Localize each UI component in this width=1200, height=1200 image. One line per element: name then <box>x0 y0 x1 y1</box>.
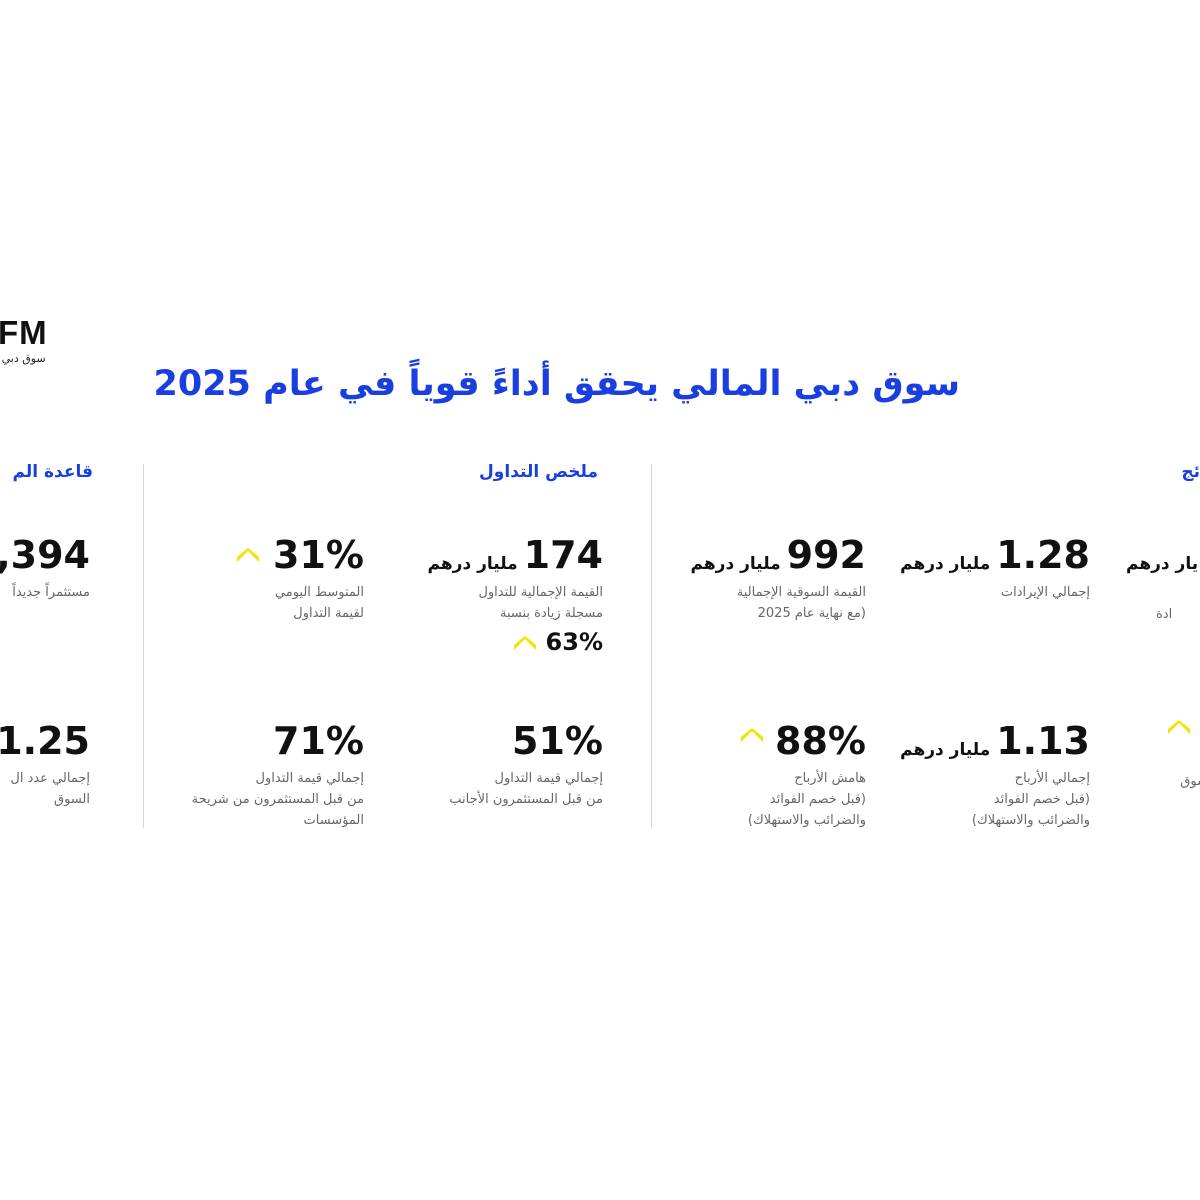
metric-institutions-share: 71% إجمالي قيمة التداول من قبل المستثمرو… <box>192 722 364 831</box>
metric-unit: مليار درهم <box>690 554 781 574</box>
metric-desc: ادة <box>1156 607 1173 622</box>
up-chevron-icon <box>1168 719 1190 734</box>
metric-desc: إجمالي الإيرادات <box>1000 585 1090 600</box>
up-chevron-icon <box>741 728 764 742</box>
metric-total-profit: 1.13 مليار درهم إجمالي الأرباح (قبل خصم … <box>900 722 1090 831</box>
metric-value: 51% <box>512 719 603 763</box>
metric-right-cut: يار درهم ادة <box>1126 554 1200 625</box>
divider-right <box>651 464 652 828</box>
logo-text: FM <box>0 314 48 351</box>
metric-value: 1.13 <box>996 719 1090 763</box>
logo: FM سوق دبي ال <box>0 314 48 365</box>
metric-value: 1.28 <box>996 533 1090 577</box>
up-chevron-icon <box>237 548 260 562</box>
metric-market-cap: 992 مليار درهم القيمة السوقية الإجمالية … <box>691 536 866 624</box>
metric-desc: إجمالي عدد ال السوق <box>10 771 90 807</box>
metric-value: 7,394 <box>0 533 90 577</box>
metric-new-investors: 7,394 مستثمراً جديداً <box>0 536 90 603</box>
metric-value: 88% <box>775 719 866 763</box>
section-title-investor-base: قاعدة الم <box>12 462 93 482</box>
metric-desc: القيمة السوقية الإجمالية (مع نهاية عام 2… <box>736 585 866 621</box>
metric-daily-average: 31% المتوسط اليومي لقيمة التداول <box>237 536 364 624</box>
up-chevron-icon <box>513 636 536 650</box>
divider-left <box>143 464 144 828</box>
metric-value: 71% <box>273 719 364 763</box>
metric-unit: مليار درهم <box>900 740 991 760</box>
metric-desc: القيمة الإجمالية للتداول مسجلة زيادة بنس… <box>478 585 603 621</box>
metric-total-trade-value: 174 مليار درهم القيمة الإجمالية للتداول … <box>428 536 603 654</box>
metric-desc: المتوسط اليومي لقيمة التداول <box>274 585 364 621</box>
metric-unit: مليار درهم <box>900 554 991 574</box>
metric-value: 1.25 <box>0 719 90 763</box>
metric-right-cut-2: سوق <box>1168 716 1200 792</box>
metric-value: 31% <box>273 533 364 577</box>
metric-desc: مستثمراً جديداً <box>12 585 90 600</box>
metric-desc: هامش الأرباح (قبل خصم الفوائد والضرائب و… <box>747 771 866 828</box>
metric-desc: سوق <box>1180 774 1200 789</box>
metric-foreign-share: 51% إجمالي قيمة التداول من قبل المستثمرو… <box>449 722 603 810</box>
increase-value: 63% <box>545 628 603 656</box>
metric-desc: إجمالي قيمة التداول من قبل المستثمرون من… <box>191 771 364 828</box>
page-title: سوق دبي المالي يحقق أداءً قوياً في عام 2… <box>153 364 961 404</box>
metric-desc: إجمالي قيمة التداول من قبل المستثمرون ال… <box>449 771 603 807</box>
metric-desc: إجمالي الأرباح (قبل خصم الفوائد والضرائب… <box>971 771 1090 828</box>
metric-total-revenue: 1.28 مليار درهم إجمالي الإيرادات <box>900 536 1090 603</box>
metric-total-accounts: 1.25 م إجمالي عدد ال السوق <box>0 722 90 810</box>
metric-value: 174 <box>523 533 603 577</box>
section-title-trading-summary: ملخص التداول <box>479 462 598 482</box>
metric-unit: يار درهم <box>1126 554 1199 574</box>
section-title-results: ئج <box>1181 462 1200 482</box>
metric-value: 992 <box>786 533 866 577</box>
metric-profit-margin: 88% هامش الأرباح (قبل خصم الفوائد والضرا… <box>741 722 866 831</box>
metric-unit: مليار درهم <box>427 554 518 574</box>
logo-subtitle: سوق دبي ال <box>0 352 46 365</box>
